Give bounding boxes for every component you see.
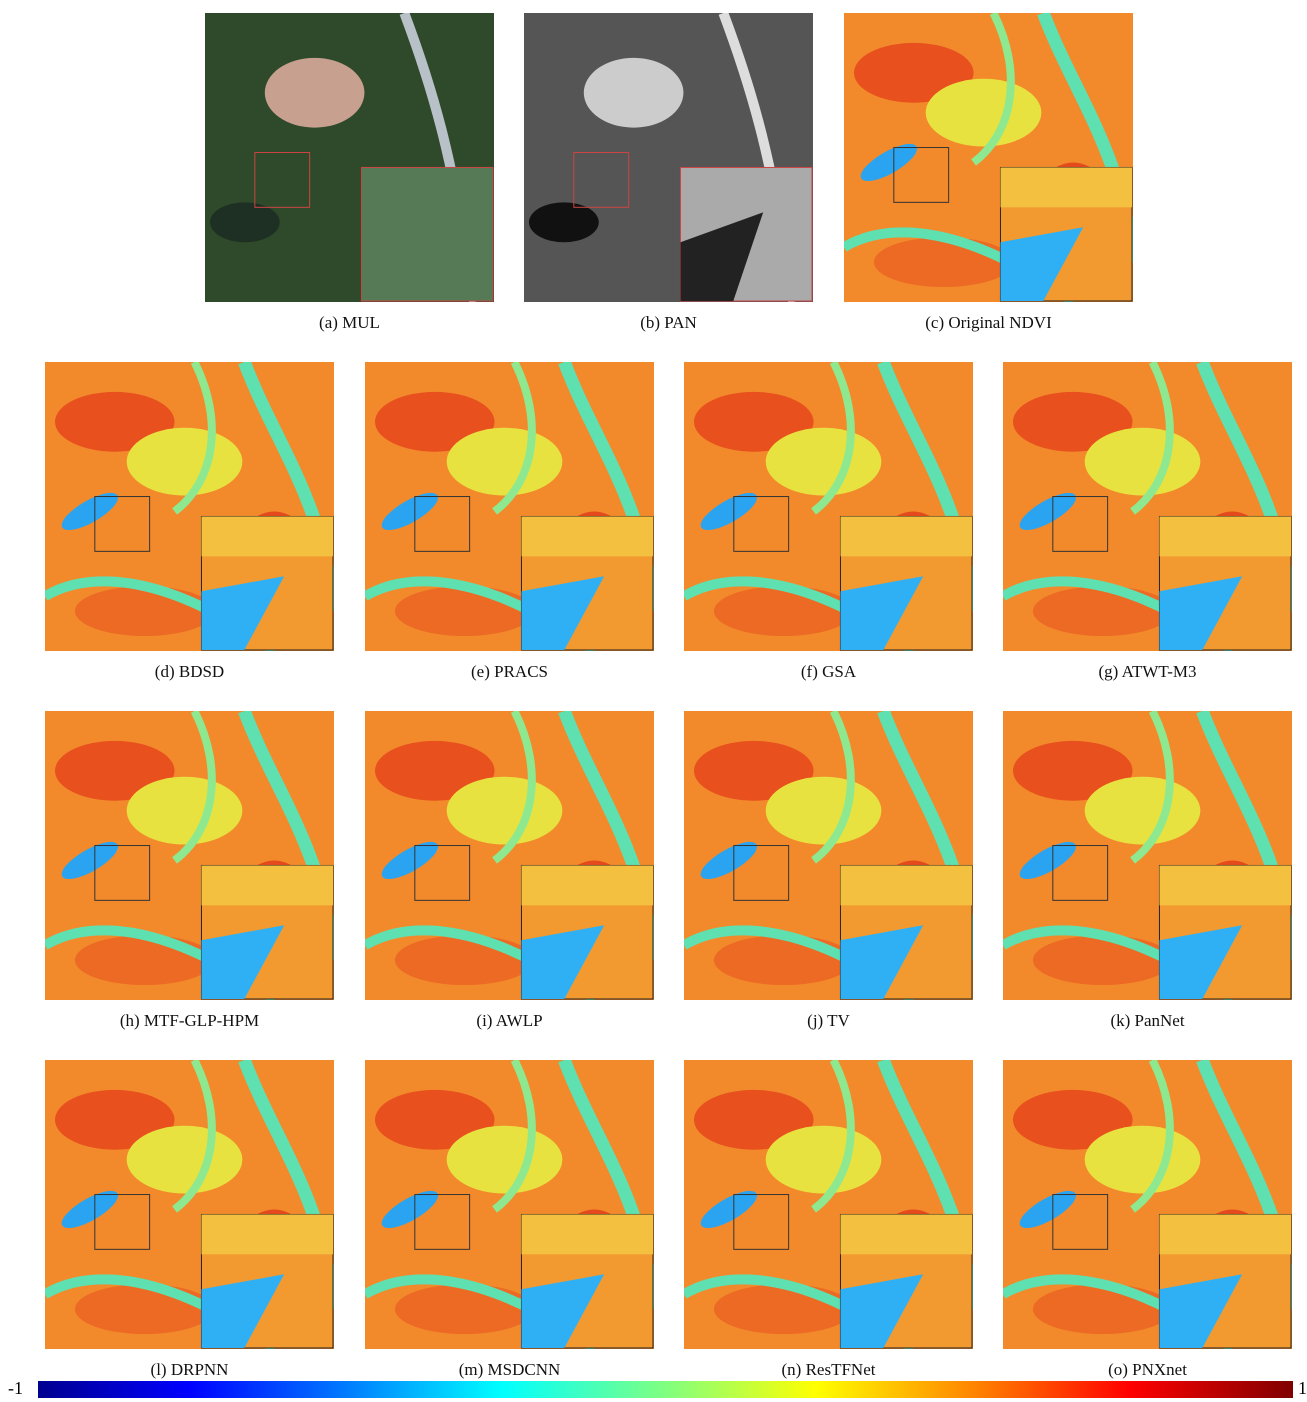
image bbox=[1003, 362, 1292, 651]
panel-image bbox=[1003, 711, 1292, 1000]
image bbox=[45, 362, 334, 651]
panel-image bbox=[45, 711, 334, 1000]
caption: (n) ResTFNet bbox=[684, 1360, 973, 1380]
panel-image bbox=[45, 1060, 334, 1349]
image bbox=[1003, 1060, 1292, 1349]
panel-image bbox=[844, 13, 1133, 302]
panel-image bbox=[365, 1060, 654, 1349]
caption: (j) TV bbox=[684, 1011, 973, 1031]
image bbox=[684, 711, 973, 1000]
caption: (l) DRPNN bbox=[45, 1360, 334, 1380]
panel-image bbox=[684, 362, 973, 651]
image bbox=[844, 13, 1133, 302]
panel-image bbox=[684, 1060, 973, 1349]
panel-image bbox=[1003, 362, 1292, 651]
panel-image bbox=[365, 362, 654, 651]
caption: (m) MSDCNN bbox=[365, 1360, 654, 1380]
caption: (a) MUL bbox=[205, 313, 494, 333]
panel-image bbox=[684, 711, 973, 1000]
image bbox=[45, 1060, 334, 1349]
caption: (o) PNXnet bbox=[1003, 1360, 1292, 1380]
image bbox=[1003, 711, 1292, 1000]
image bbox=[205, 13, 494, 302]
image bbox=[365, 711, 654, 1000]
caption: (b) PAN bbox=[524, 313, 813, 333]
colorbar-max-label: 1 bbox=[1298, 1378, 1307, 1399]
image bbox=[684, 362, 973, 651]
colorbar bbox=[38, 1381, 1293, 1398]
caption: (d) BDSD bbox=[45, 662, 334, 682]
panel-image bbox=[1003, 1060, 1292, 1349]
caption: (e) PRACS bbox=[365, 662, 654, 682]
panel-image bbox=[524, 13, 813, 302]
image bbox=[524, 13, 813, 302]
colorbar-min-label: -1 bbox=[8, 1378, 23, 1399]
page: (a) MUL (b) PAN (c) Original NDVI (d) BDSD (… bbox=[0, 0, 1307, 1402]
panel-image bbox=[45, 362, 334, 651]
caption: (h) MTF-GLP-HPM bbox=[45, 1011, 334, 1031]
caption: (k) PanNet bbox=[1003, 1011, 1292, 1031]
panel-image bbox=[365, 711, 654, 1000]
panel-image bbox=[205, 13, 494, 302]
caption: (f) GSA bbox=[684, 662, 973, 682]
image bbox=[45, 711, 334, 1000]
caption: (i) AWLP bbox=[365, 1011, 654, 1031]
image bbox=[365, 1060, 654, 1349]
caption: (g) ATWT-M3 bbox=[1003, 662, 1292, 682]
image bbox=[365, 362, 654, 651]
image bbox=[684, 1060, 973, 1349]
caption: (c) Original NDVI bbox=[844, 313, 1133, 333]
